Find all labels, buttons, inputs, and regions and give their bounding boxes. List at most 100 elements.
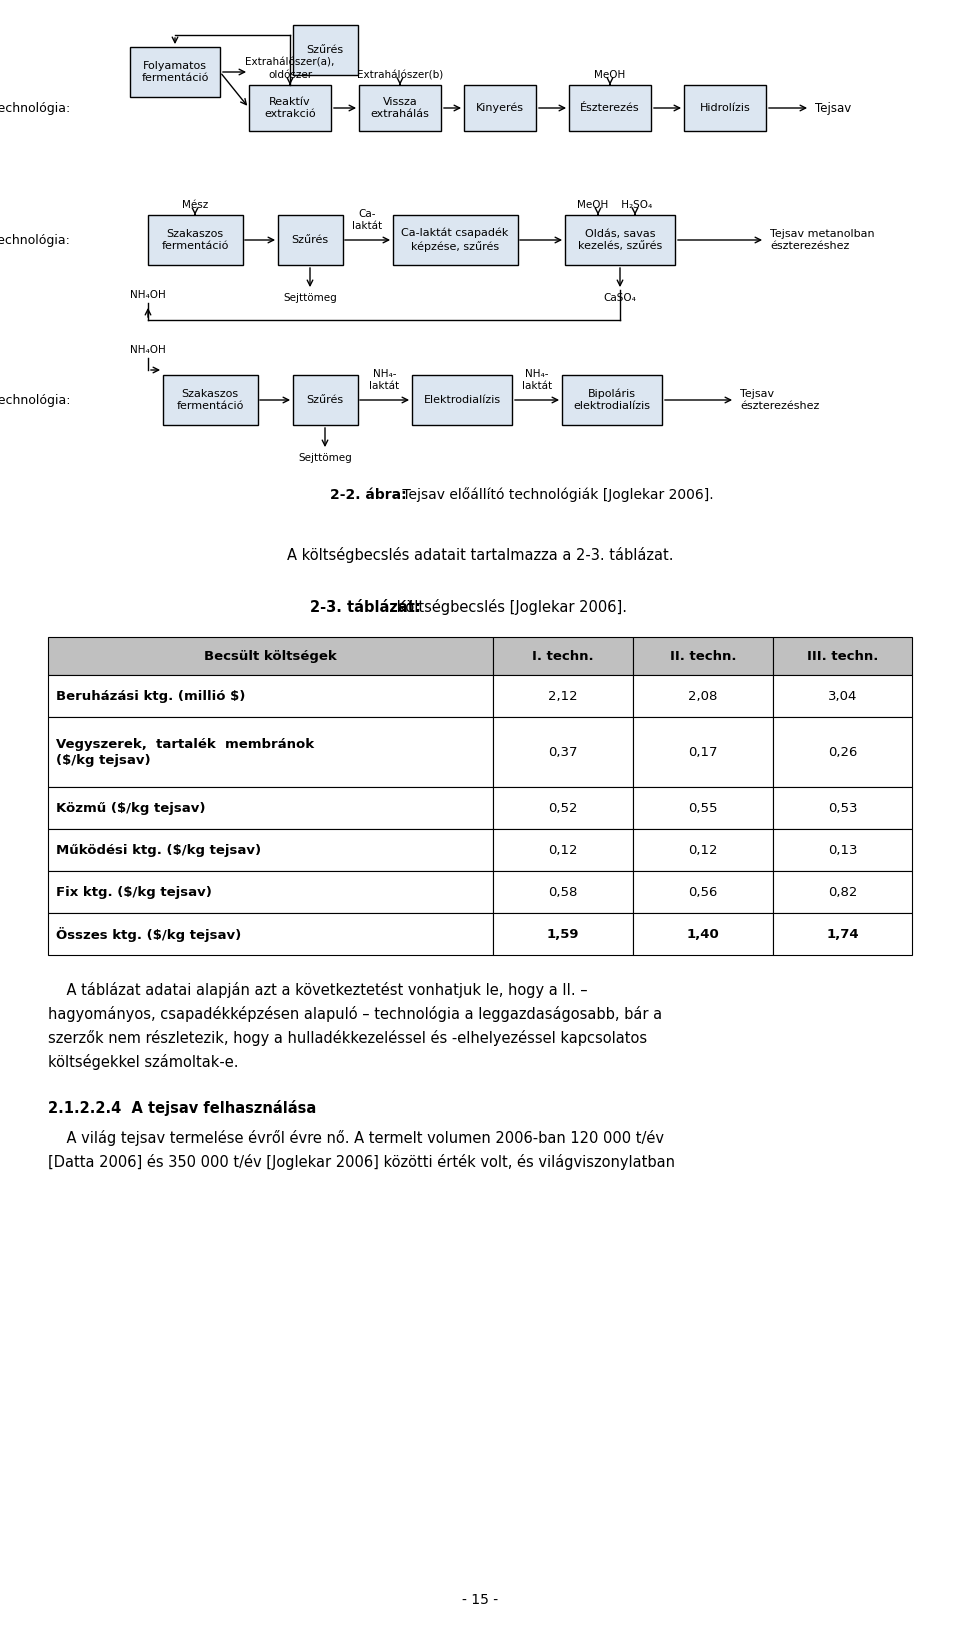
Text: Mész: Mész	[181, 200, 208, 210]
FancyBboxPatch shape	[773, 675, 912, 718]
FancyBboxPatch shape	[493, 830, 633, 870]
Text: II. techn.: II. techn.	[670, 649, 736, 662]
Text: Vissza
extrahálás: Vissza extrahálás	[371, 96, 429, 119]
Text: A táblázat adatai alapján azt a következtetést vonhatjuk le, hogy a II. –: A táblázat adatai alapján azt a következ…	[48, 983, 588, 997]
FancyBboxPatch shape	[464, 85, 536, 132]
FancyBboxPatch shape	[277, 215, 343, 265]
Text: NH₄-
laktát: NH₄- laktát	[522, 369, 552, 390]
FancyBboxPatch shape	[773, 787, 912, 830]
Text: Ca-laktát csapadék
képzése, szűrés: Ca-laktát csapadék képzése, szűrés	[401, 228, 509, 252]
FancyBboxPatch shape	[773, 870, 912, 913]
Text: Tejsav
észterezéshez: Tejsav észterezéshez	[740, 389, 820, 412]
FancyBboxPatch shape	[493, 870, 633, 913]
Text: CaSO₄: CaSO₄	[604, 293, 636, 303]
Text: NH₄OH: NH₄OH	[131, 345, 166, 355]
Text: Fix ktg. ($/kg tejsav): Fix ktg. ($/kg tejsav)	[56, 885, 212, 898]
Text: Vegyszerek,  tartalék  membránok
($/kg tejsav): Vegyszerek, tartalék membránok ($/kg tej…	[56, 737, 314, 766]
FancyBboxPatch shape	[493, 718, 633, 787]
FancyBboxPatch shape	[293, 24, 357, 75]
Text: 0,53: 0,53	[828, 802, 857, 815]
FancyBboxPatch shape	[148, 215, 243, 265]
Text: 0,12: 0,12	[688, 843, 718, 856]
FancyBboxPatch shape	[493, 638, 633, 675]
FancyBboxPatch shape	[412, 374, 512, 425]
Text: 0,12: 0,12	[548, 843, 578, 856]
Text: Összes ktg. ($/kg tejsav): Összes ktg. ($/kg tejsav)	[56, 926, 241, 942]
FancyBboxPatch shape	[569, 85, 651, 132]
Text: III. techn.: III. techn.	[806, 649, 878, 662]
FancyBboxPatch shape	[633, 870, 773, 913]
FancyBboxPatch shape	[773, 830, 912, 870]
Text: 2-2. ábra:: 2-2. ábra:	[330, 488, 407, 503]
Text: 0,26: 0,26	[828, 745, 857, 758]
FancyBboxPatch shape	[162, 374, 257, 425]
Text: 2,08: 2,08	[688, 690, 717, 703]
Text: III. technológia:: III. technológia:	[0, 394, 70, 407]
Text: A világ tejsav termelése évről évre nő. A termelt volumen 2006-ban 120 000 t/év: A világ tejsav termelése évről évre nő. …	[48, 1131, 664, 1145]
FancyBboxPatch shape	[633, 787, 773, 830]
Text: Becsült költségek: Becsült költségek	[204, 649, 337, 662]
Text: Sejttömeg: Sejttömeg	[299, 452, 352, 464]
Text: Észterezés: Észterezés	[580, 103, 639, 112]
Text: Szűrés: Szűrés	[306, 395, 344, 405]
FancyBboxPatch shape	[633, 830, 773, 870]
Text: Oldás, savas
kezelés, szűrés: Oldás, savas kezelés, szűrés	[578, 229, 662, 251]
FancyBboxPatch shape	[493, 913, 633, 955]
Text: A költségbecslés adatait tartalmazza a 2-3. táblázat.: A költségbecslés adatait tartalmazza a 2…	[287, 547, 673, 563]
FancyBboxPatch shape	[48, 830, 493, 870]
Text: Folyamatos
fermentáció: Folyamatos fermentáció	[141, 60, 208, 83]
Text: Beruházási ktg. (millió $): Beruházási ktg. (millió $)	[56, 690, 246, 703]
FancyBboxPatch shape	[48, 787, 493, 830]
Text: 1,74: 1,74	[827, 927, 859, 940]
Text: I. technológia:: I. technológia:	[0, 101, 70, 114]
FancyBboxPatch shape	[633, 675, 773, 718]
Text: 1,40: 1,40	[686, 927, 719, 940]
FancyBboxPatch shape	[633, 718, 773, 787]
FancyBboxPatch shape	[493, 787, 633, 830]
FancyBboxPatch shape	[130, 47, 220, 98]
FancyBboxPatch shape	[48, 718, 493, 787]
FancyBboxPatch shape	[773, 913, 912, 955]
FancyBboxPatch shape	[565, 215, 675, 265]
Text: Bipoláris
elektrodialízis: Bipoláris elektrodialízis	[573, 389, 651, 412]
FancyBboxPatch shape	[773, 718, 912, 787]
Text: 0,58: 0,58	[548, 885, 578, 898]
FancyBboxPatch shape	[48, 913, 493, 955]
Text: Tejsav: Tejsav	[815, 101, 852, 114]
Text: 0,82: 0,82	[828, 885, 857, 898]
Text: Szakaszos
fermentáció: Szakaszos fermentáció	[161, 229, 228, 251]
Text: 0,13: 0,13	[828, 843, 857, 856]
Text: MeOH: MeOH	[594, 70, 626, 80]
Text: Szakaszos
fermentáció: Szakaszos fermentáció	[177, 389, 244, 412]
FancyBboxPatch shape	[562, 374, 662, 425]
Text: Tejsav előállító technológiák [Joglekar 2006].: Tejsav előállító technológiák [Joglekar …	[398, 488, 713, 503]
Text: Ca-
laktát: Ca- laktát	[352, 208, 383, 231]
Text: Működési ktg. ($/kg tejsav): Működési ktg. ($/kg tejsav)	[56, 843, 261, 856]
Text: Extrahálószer(b): Extrahálószer(b)	[357, 70, 444, 80]
FancyBboxPatch shape	[633, 913, 773, 955]
Text: Költségbecslés [Joglekar 2006].: Költségbecslés [Joglekar 2006].	[392, 599, 627, 615]
Text: 1,59: 1,59	[546, 927, 579, 940]
Text: MeOH    H₂SO₄: MeOH H₂SO₄	[577, 200, 653, 210]
Text: Extrahálószer(a),
oldószer: Extrahálószer(a), oldószer	[246, 57, 335, 80]
Text: Tejsav metanolban
észterezéshez: Tejsav metanolban észterezéshez	[770, 229, 875, 251]
Text: 2.1.2.2.4  A tejsav felhasználása: 2.1.2.2.4 A tejsav felhasználása	[48, 1100, 316, 1116]
Text: - 15 -: - 15 -	[462, 1593, 498, 1607]
FancyBboxPatch shape	[633, 638, 773, 675]
FancyBboxPatch shape	[684, 85, 766, 132]
Text: 3,04: 3,04	[828, 690, 857, 703]
Text: I. techn.: I. techn.	[532, 649, 593, 662]
Text: 0,37: 0,37	[548, 745, 578, 758]
Text: 2-3. táblázat:: 2-3. táblázat:	[310, 599, 420, 615]
Text: 0,56: 0,56	[688, 885, 717, 898]
FancyBboxPatch shape	[393, 215, 517, 265]
Text: NH₄OH: NH₄OH	[131, 290, 166, 299]
Text: II. technológia:: II. technológia:	[0, 234, 70, 247]
Text: Hidrolízis: Hidrolízis	[700, 103, 751, 112]
Text: Szűrés: Szűrés	[306, 46, 344, 55]
Text: 0,55: 0,55	[688, 802, 718, 815]
Text: [Datta 2006] és 350 000 t/év [Joglekar 2006] közötti érték volt, és világviszony: [Datta 2006] és 350 000 t/év [Joglekar 2…	[48, 1154, 675, 1170]
FancyBboxPatch shape	[773, 638, 912, 675]
FancyBboxPatch shape	[293, 374, 357, 425]
FancyBboxPatch shape	[48, 638, 493, 675]
